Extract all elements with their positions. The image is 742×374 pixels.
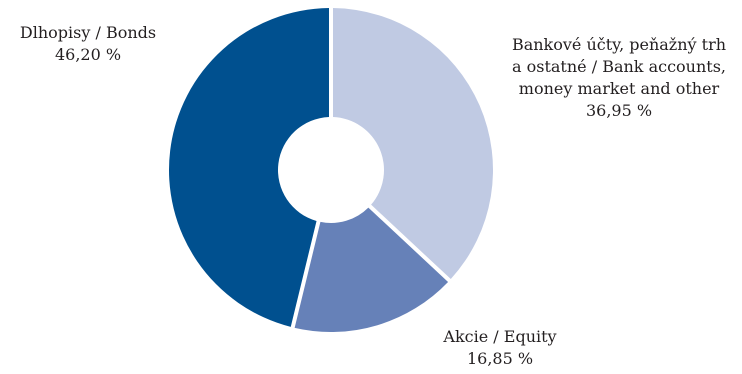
slice-name-equity: Akcie / Equity [443,327,557,346]
slice-bonds [168,8,330,327]
slice-value-bank: 36,95 % [585,101,653,120]
slice-value-bonds: 46,20 % [54,45,122,64]
slice-label-equity: Akcie / Equity 16,85 % [420,326,580,370]
slice-name-bonds: Dlhopisy / Bonds [19,23,157,42]
slice-label-bank-accounts: Bankové účty, peňažný trh a ostatné / Ba… [500,34,738,122]
slice-equity [294,207,449,332]
slice-label-bonds: Dlhopisy / Bonds 46,20 % [8,22,168,66]
donut-slices [168,8,493,332]
slice-name-bank-line-3: money market and other [518,79,720,98]
slice-bank-accounts [332,8,493,280]
slice-name-bank-line-2: a ostatné / Bank accounts, [511,57,726,76]
slice-value-equity: 16,85 % [466,349,534,368]
slice-name-bank-line-1: Bankové účty, peňažný trh [511,35,727,54]
